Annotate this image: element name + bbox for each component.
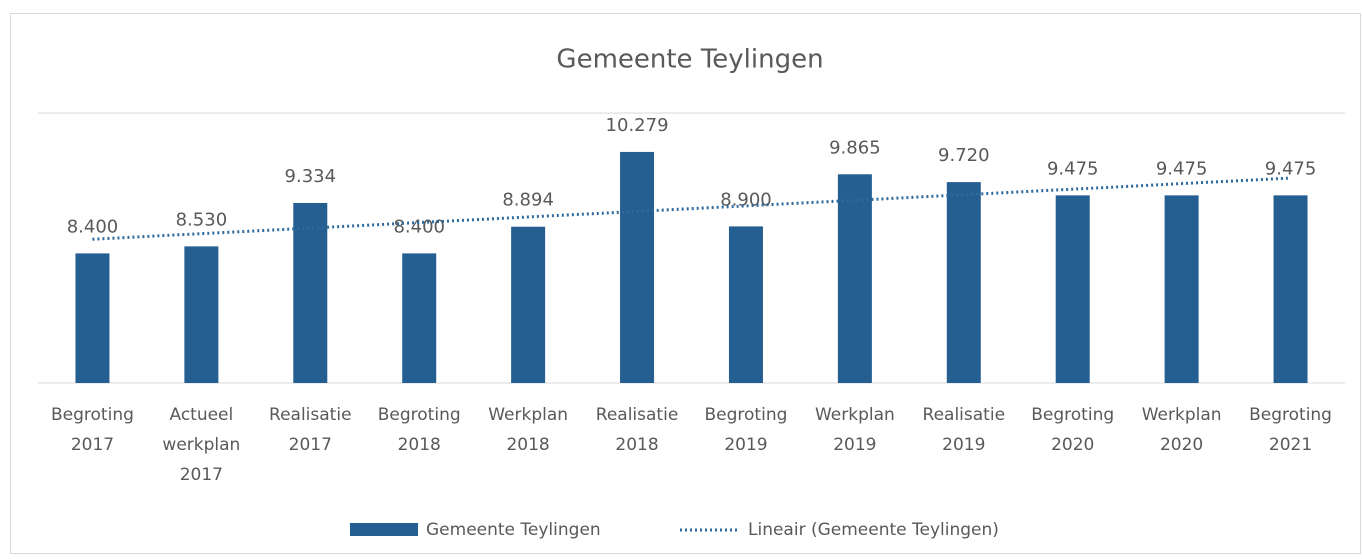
x-tick-label: Begroting: [378, 405, 461, 425]
x-tick-label: 2019: [833, 435, 876, 455]
x-tick-label: 2019: [724, 435, 767, 455]
x-tick-label: 2020: [1051, 435, 1094, 455]
x-tick-label: Realisatie: [923, 405, 1006, 425]
data-label: 8.894: [502, 190, 554, 211]
data-label: 9.865: [829, 137, 881, 158]
x-tick-label: Begroting: [1249, 405, 1332, 425]
bar: [1164, 195, 1199, 383]
chart-title: Gemeente Teylingen: [556, 45, 823, 75]
x-tick-label: 2017: [289, 435, 332, 455]
x-tick-label: werkplan: [162, 435, 240, 455]
x-tick-label: 2017: [180, 465, 223, 485]
bar: [620, 151, 655, 383]
legend-swatch: [350, 523, 418, 536]
data-label: 8.530: [176, 209, 228, 230]
data-label: 9.475: [1047, 158, 1099, 179]
bar: [946, 182, 981, 383]
x-tick-label: 2019: [942, 435, 985, 455]
x-tick-label: Werkplan: [815, 405, 895, 425]
bar: [184, 246, 219, 383]
data-label: 9.720: [938, 145, 990, 166]
data-label: 8.400: [393, 216, 445, 237]
bar: [1273, 195, 1308, 383]
x-tick-label: Werkplan: [488, 405, 568, 425]
data-label: 10.279: [606, 115, 669, 136]
chart-border: [10, 13, 1361, 554]
bar: [293, 202, 328, 383]
data-label: 9.475: [1265, 158, 1317, 179]
x-tick-label: 2018: [398, 435, 441, 455]
bar: [75, 253, 110, 383]
x-tick-label: 2020: [1160, 435, 1203, 455]
data-label: 8.400: [67, 216, 119, 237]
x-tick-label: Begroting: [705, 405, 788, 425]
bar: [1055, 195, 1090, 383]
x-tick-label: Begroting: [51, 405, 134, 425]
bar: [402, 253, 437, 383]
legend-label: Gemeente Teylingen: [426, 520, 601, 540]
x-tick-label: 2017: [71, 435, 114, 455]
bar: [511, 226, 546, 383]
x-tick-label: Realisatie: [596, 405, 679, 425]
x-tick-label: 2018: [506, 435, 549, 455]
data-label: 9.334: [285, 166, 337, 187]
x-tick-label: 2018: [615, 435, 658, 455]
x-tick-label: Werkplan: [1142, 405, 1222, 425]
data-label: 9.475: [1156, 158, 1208, 179]
x-tick-label: Begroting: [1031, 405, 1114, 425]
bar: [837, 174, 872, 383]
bar: [728, 226, 763, 383]
legend-label: Lineair (Gemeente Teylingen): [748, 520, 999, 540]
x-tick-label: Realisatie: [269, 405, 352, 425]
x-tick-label: 2021: [1269, 435, 1312, 455]
x-tick-label: Actueel: [169, 405, 233, 425]
